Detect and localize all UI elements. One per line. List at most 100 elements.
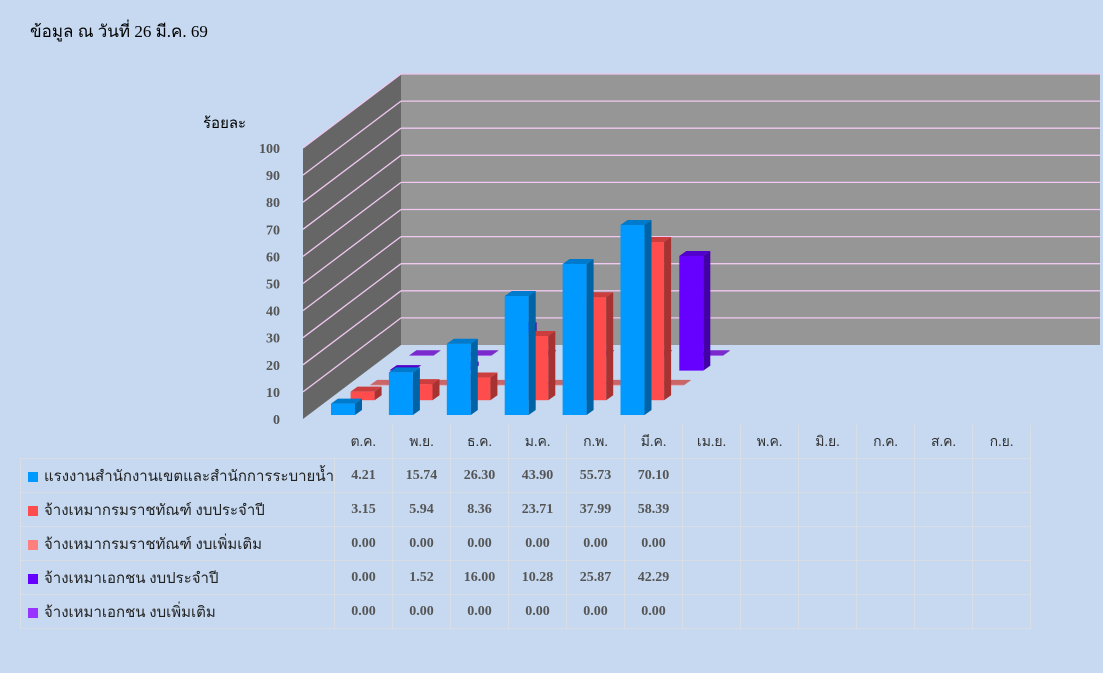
bar xyxy=(446,338,478,415)
value-cell xyxy=(856,526,916,561)
value-cell xyxy=(740,560,800,595)
legend-swatch xyxy=(28,540,38,551)
category-label: ต.ค. xyxy=(334,425,394,459)
bar-side xyxy=(470,338,478,415)
legend-cell: จ้างเหมากรมราชทัณฑ์ งบเพิ่มเติม xyxy=(19,526,336,561)
bar-front xyxy=(543,384,568,386)
data-table: ต.ค. พ.ย. ธ.ค. ม.ค. ก.พ. มี.ค. เม.ย. พ.ค. มิ.ย. ก… xyxy=(19,425,1032,629)
bar-side xyxy=(644,220,652,415)
bar-side xyxy=(703,250,711,371)
bar-front xyxy=(659,384,684,386)
legend-swatch xyxy=(28,574,38,585)
value-cell xyxy=(798,526,858,561)
category-label: พ.ย. xyxy=(392,425,452,459)
value-cell xyxy=(856,458,916,493)
gridline xyxy=(302,263,402,339)
value-cell: 43.90 xyxy=(508,458,568,493)
value-cell xyxy=(798,560,858,595)
y-tick-label: 100 xyxy=(259,142,280,157)
value-cell: 10.28 xyxy=(508,560,568,595)
bar-top xyxy=(409,350,441,356)
value-cell xyxy=(972,492,1032,527)
bar xyxy=(350,386,382,401)
value-cell: 0.00 xyxy=(508,594,568,629)
bar xyxy=(409,350,441,356)
category-label: ก.ค. xyxy=(856,425,916,459)
category-label: ส.ค. xyxy=(914,425,974,459)
gridline xyxy=(302,208,402,285)
table-row: จ้างเหมาเอกชน งบประจำปี 0.00 1.52 16.00 10.2… xyxy=(19,560,1032,595)
y-tick-label: 10 xyxy=(266,386,280,401)
value-cell: 0.00 xyxy=(392,594,452,629)
value-cell xyxy=(972,458,1032,493)
bar-side xyxy=(548,330,556,401)
y-tick-label: 80 xyxy=(266,196,280,211)
bar-front xyxy=(562,263,587,415)
bar-top xyxy=(446,338,478,344)
bar-front xyxy=(370,384,395,386)
bar-top xyxy=(504,291,536,297)
gridline xyxy=(302,290,402,366)
bar-side xyxy=(586,258,594,415)
value-cell: 16.00 xyxy=(450,560,510,595)
value-cell: 0.00 xyxy=(334,594,394,629)
bar-front xyxy=(446,343,471,415)
bar-side xyxy=(355,398,362,415)
value-cell: 26.30 xyxy=(450,458,510,493)
value-cell xyxy=(798,492,858,527)
value-cell xyxy=(740,594,800,629)
bar-side xyxy=(490,372,498,401)
y-tick-label: 40 xyxy=(266,305,280,320)
value-cell xyxy=(682,492,742,527)
y-tick-label: 20 xyxy=(266,359,280,374)
legend-cell: แรงงานสำนักงานเขตและสำนักการระบายน้ำ xyxy=(19,458,336,493)
bar-top xyxy=(350,386,382,392)
bar-top xyxy=(331,398,362,404)
bar-side xyxy=(433,350,441,356)
gridline xyxy=(302,236,402,312)
value-cell: 70.10 xyxy=(624,458,684,493)
bar xyxy=(504,291,536,415)
bar-side xyxy=(432,379,440,401)
bar-side xyxy=(374,386,382,401)
legend-swatch xyxy=(28,506,38,517)
value-cell: 15.74 xyxy=(392,458,452,493)
value-cell: 4.21 xyxy=(334,458,394,493)
value-cell xyxy=(740,458,800,493)
bar-front xyxy=(679,255,704,371)
bar xyxy=(562,258,594,415)
value-cell xyxy=(856,594,916,629)
bar-side xyxy=(683,379,691,386)
value-cell: 37.99 xyxy=(566,492,626,527)
bar-side xyxy=(606,292,614,401)
gridline xyxy=(302,181,402,257)
value-cell xyxy=(972,526,1032,561)
series-name: จ้างเหมากรมราชทัณฑ์ งบเพิ่มเติม xyxy=(44,536,263,553)
value-cell: 0.00 xyxy=(334,560,394,595)
value-cell xyxy=(972,560,1032,595)
bar-side xyxy=(722,350,730,356)
value-cell xyxy=(856,492,916,527)
corner-cell xyxy=(21,425,335,459)
legend-cell: จ้างเหมาเอกชน งบเพิ่มเติม xyxy=(19,594,336,629)
value-cell xyxy=(914,492,974,527)
bar-top xyxy=(562,258,594,264)
value-cell xyxy=(682,594,742,629)
series-name: แรงงานสำนักงานเขตและสำนักการระบายน้ำ xyxy=(44,468,335,485)
bar xyxy=(331,398,362,415)
bar-front xyxy=(467,355,492,356)
bar-front xyxy=(698,355,723,356)
value-cell xyxy=(682,458,742,493)
gridline xyxy=(302,154,402,230)
bar-front xyxy=(350,391,375,401)
value-cell: 8.36 xyxy=(450,492,510,527)
bar-front xyxy=(486,384,510,386)
value-cell: 0.00 xyxy=(624,594,684,629)
category-label: ธ.ค. xyxy=(450,425,510,459)
bar-top xyxy=(620,220,652,226)
table-row: จ้างเหมากรมราชทัณฑ์ งบเพิ่มเติม 0.00 0.00 0… xyxy=(19,526,1032,561)
series-name: จ้างเหมาเอกชน งบเพิ่มเติม xyxy=(44,604,216,621)
value-cell xyxy=(856,560,916,595)
bar-front xyxy=(409,355,434,356)
